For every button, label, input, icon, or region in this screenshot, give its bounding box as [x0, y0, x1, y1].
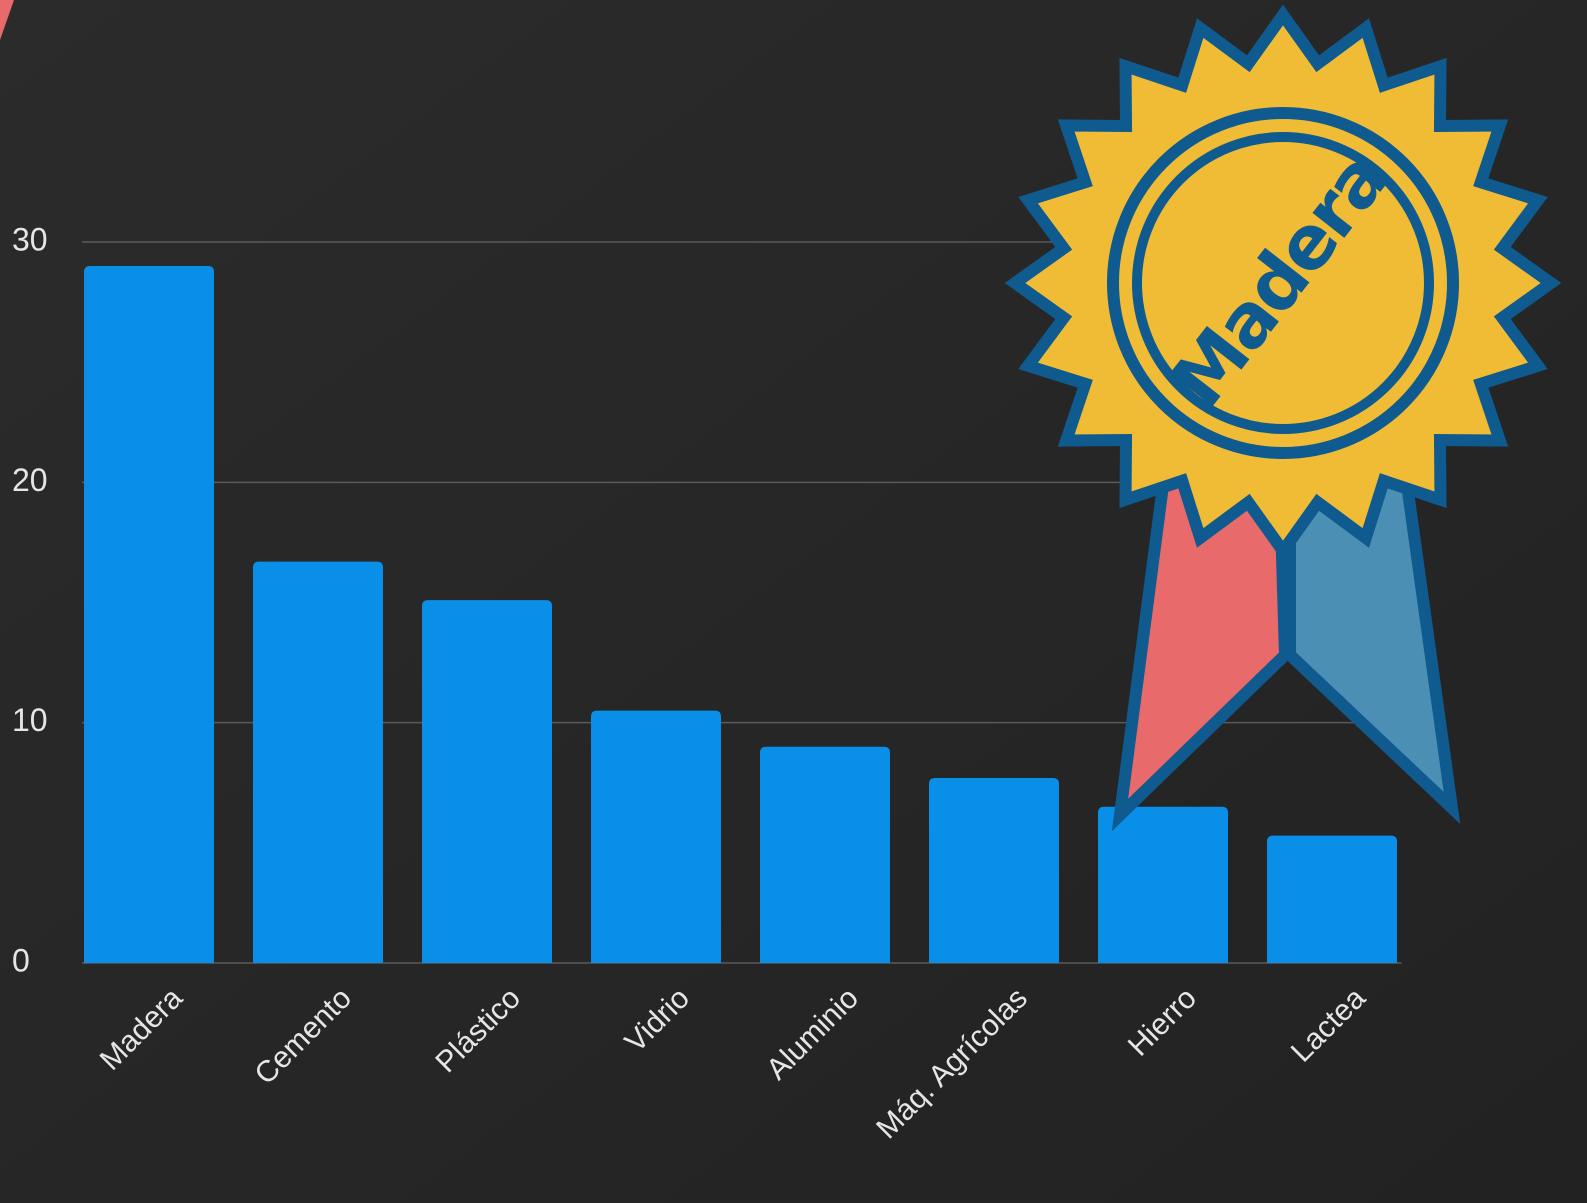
y-tick-label: 30 — [12, 221, 48, 257]
bar — [253, 561, 383, 963]
bar — [760, 746, 890, 963]
bar — [929, 777, 1059, 963]
bar — [1098, 806, 1228, 963]
corner-decoration — [0, 0, 14, 40]
bar — [422, 600, 552, 963]
award-badge: Madera — [1004, 4, 1562, 832]
y-tick-label: 0 — [12, 942, 30, 978]
bar — [591, 710, 721, 963]
bar — [84, 266, 214, 963]
y-tick-label: 20 — [12, 462, 48, 498]
y-tick-label: 10 — [12, 702, 48, 738]
badge-star — [1004, 4, 1562, 562]
bar — [1267, 835, 1397, 963]
badge-ring-outer — [1107, 107, 1459, 459]
badge-ring-inner — [1132, 132, 1434, 434]
